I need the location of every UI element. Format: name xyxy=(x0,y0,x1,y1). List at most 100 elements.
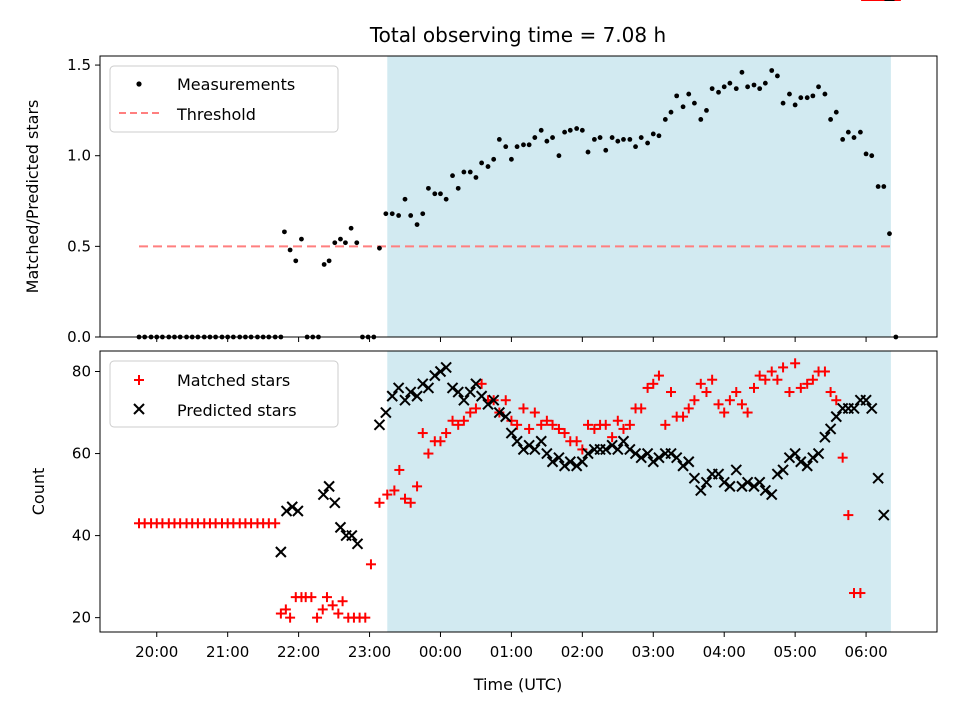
matched-star-point xyxy=(423,448,434,459)
predicted-star-point xyxy=(807,451,819,464)
matched-star-point xyxy=(441,428,452,439)
measurement-point xyxy=(787,91,792,97)
predicted-star-point xyxy=(612,443,624,456)
measurement-point xyxy=(804,95,810,101)
measurement-point xyxy=(491,156,497,162)
matched-star-point xyxy=(784,387,795,398)
predicted-star-point xyxy=(275,546,287,558)
predicted-star-point xyxy=(517,443,530,456)
measurement-point xyxy=(822,91,828,97)
matched-star-point xyxy=(618,423,629,434)
measurement-point xyxy=(377,245,382,251)
predicted-star-point xyxy=(801,460,813,472)
matched-star-point xyxy=(506,415,517,426)
bottom-panel: 20 40 60 80 20:00 21:00 22:00 23:00 00:00 01:00 0… xyxy=(29,0,938,694)
y-tick-label: 0.5 xyxy=(67,237,91,255)
matched-star-point xyxy=(707,374,718,385)
x-tick-label: 01:00 xyxy=(490,643,533,661)
x-tick-label: 00:00 xyxy=(419,643,462,661)
predicted-star-point xyxy=(677,460,689,472)
measurement-point xyxy=(869,153,875,159)
predicted-star-point xyxy=(482,398,494,411)
matched-star-point xyxy=(695,378,706,389)
predicted-star-point xyxy=(606,439,618,452)
predicted-star-point xyxy=(753,476,766,488)
matched-star-point xyxy=(612,415,623,426)
measurement-point xyxy=(775,73,780,79)
matched-star-point xyxy=(724,395,735,406)
predicted-star-point xyxy=(553,451,565,464)
matched-star-point xyxy=(394,464,405,475)
matched-star-point xyxy=(683,403,694,414)
predicted-star-point xyxy=(878,509,890,521)
predicted-star-point xyxy=(860,394,872,406)
y-tick-label: 60 xyxy=(72,445,91,463)
measurement-point xyxy=(780,100,786,106)
predicted-star-point xyxy=(748,480,760,493)
predicted-star-point xyxy=(529,443,541,456)
matched-star-point xyxy=(607,432,618,443)
measurement-point xyxy=(621,136,626,142)
predicted-star-point xyxy=(475,390,488,402)
matched-star-point xyxy=(855,588,866,599)
matched-star-point xyxy=(825,387,836,398)
measurement-point xyxy=(709,86,715,92)
y-tick-label: 0.0 xyxy=(67,328,91,346)
predicted-star-point xyxy=(576,456,589,468)
predicted-star-point xyxy=(848,402,860,415)
x-tick-label: 23:00 xyxy=(348,643,391,661)
measurement-point xyxy=(686,91,692,97)
predicted-star-point xyxy=(411,390,423,402)
predicted-star-point xyxy=(741,476,754,488)
measurement-point xyxy=(603,147,609,153)
matched-star-point xyxy=(536,419,547,430)
predicted-star-point xyxy=(830,410,842,423)
measurement-point xyxy=(591,136,597,142)
matched-star-point xyxy=(435,436,446,447)
bottom-axes-frame xyxy=(99,350,938,633)
predicted-star-point xyxy=(546,456,559,468)
matched-star-point xyxy=(412,481,423,492)
legend-matched: Matched stars xyxy=(177,371,290,390)
matched-star-point xyxy=(327,600,338,611)
measurement-point xyxy=(550,135,555,140)
measurement-point xyxy=(863,151,869,157)
measurement-point xyxy=(762,80,768,86)
measurement-point xyxy=(556,153,562,159)
measurement-point xyxy=(503,144,509,150)
measurement-point xyxy=(473,175,479,180)
measurement-point xyxy=(509,156,514,162)
measurement-point xyxy=(627,136,633,142)
bottom-y-ticks: 20 40 60 80 xyxy=(72,363,100,627)
legend-measurements: Measurements xyxy=(177,75,295,94)
measurement-point xyxy=(881,184,887,189)
measurement-point xyxy=(348,225,354,231)
measurement-point xyxy=(674,93,680,99)
predicted-star-point xyxy=(487,394,500,406)
predicted-star-point xyxy=(505,427,518,439)
predicted-star-point xyxy=(446,382,459,394)
measurement-legend-marker xyxy=(136,81,142,87)
measurement-point xyxy=(698,117,704,122)
measurement-point xyxy=(496,136,502,142)
matched-star-point xyxy=(524,423,535,434)
matched-star-point xyxy=(624,419,635,430)
matched-star-point xyxy=(736,399,747,410)
measurement-point xyxy=(692,100,697,106)
predicted-star-point xyxy=(429,369,441,382)
matched-star-point xyxy=(666,387,677,398)
predicted-star-point xyxy=(647,456,659,468)
matched-star-point xyxy=(653,370,664,381)
measurement-point xyxy=(851,135,857,140)
matched-star-point xyxy=(559,428,570,439)
predicted-star-point xyxy=(470,378,482,390)
predicted-star-point xyxy=(458,394,470,406)
matched-star-point xyxy=(417,428,428,439)
measurement-point xyxy=(638,135,644,140)
measurement-point xyxy=(769,68,775,73)
matched-star-point xyxy=(374,497,385,508)
measurement-point xyxy=(438,191,443,197)
predicted-star-point xyxy=(777,464,789,476)
matched-star-point xyxy=(529,407,540,418)
predicted-star-point xyxy=(422,382,435,394)
